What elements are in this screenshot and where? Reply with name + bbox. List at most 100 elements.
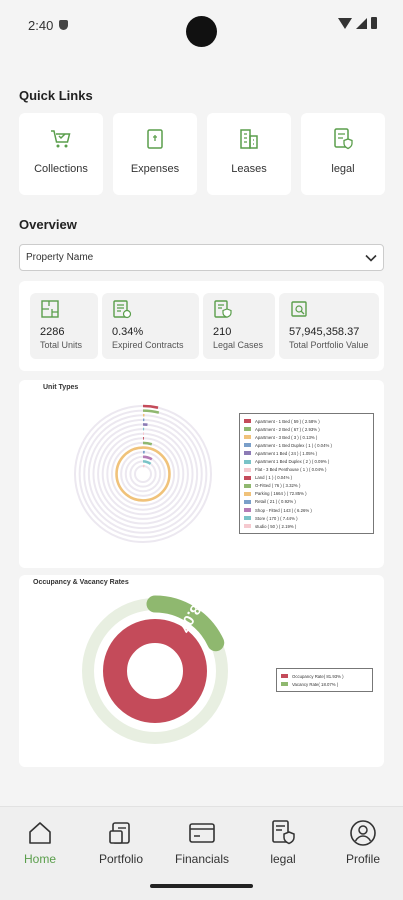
legend-swatch (244, 435, 251, 440)
legend-item: Apartment 1 Bed Duplex ( 2 ) ( 0.09% ) (244, 457, 369, 465)
unit-track (120, 451, 166, 497)
overview-title: Overview (19, 217, 77, 232)
quick-link-label: Expenses (130, 163, 180, 175)
quick-link-label: Collections (34, 163, 88, 175)
legend-label: Apartment - 2 Bed ( 67 ) ( 2.93% ) (255, 426, 320, 432)
unit-type-bar[interactable] (142, 404, 159, 409)
nav-label: legal (270, 852, 296, 866)
legend-swatch (244, 499, 251, 504)
portfolio-value-icon (291, 301, 307, 317)
quick-link-leases[interactable]: Leases (207, 113, 291, 195)
nav-label: Portfolio (98, 852, 144, 866)
legend-label: Land ( 1 ) ( 0.04% ) (255, 475, 293, 481)
nav-item-financials[interactable]: Financials (162, 819, 242, 866)
legend-swatch (281, 682, 288, 687)
legend-item: O-Fitted ( 76 ) ( 3.32% ) (244, 482, 369, 490)
stat-label: Expired Contracts (112, 340, 184, 350)
legend-label: Apartment 1 Bed Duplex ( 2 ) ( 0.09% ) (255, 459, 330, 465)
property-select-value: Property Name (26, 252, 94, 263)
legend-item: Apartment - 1 Bed ( 59 ) ( 2.58% ) (244, 417, 369, 425)
status-icons (338, 17, 377, 29)
nav-label: Home (23, 852, 56, 866)
building-icon (240, 129, 258, 149)
legend-label: Apartment - 3 Bed ( 3 ) ( 0.13% ) (255, 434, 318, 440)
legend-item: Vacancy Rate( 18.07% ) (281, 680, 368, 688)
overview-stats-card: 2286 Total Units 0.34% Expired Contracts… (19, 281, 384, 371)
occupancy-value-label: 81.93 (130, 645, 174, 696)
quick-link-label: Leases (231, 163, 267, 175)
legend-label: Apartment - 1 Bed Duplex ( 1 ) ( 0.04% ) (255, 442, 332, 448)
legend-label: Apartment 1 Bed ( 24 ) ( 1.05% ) (255, 450, 318, 456)
home-icon (29, 822, 51, 844)
unit-type-bar[interactable] (142, 455, 153, 461)
unit-type-bar[interactable] (142, 409, 160, 414)
status-bar: 2:40 (0, 0, 403, 50)
occupancy-legend: Occupancy Rate( 81.93% ) Vacancy Rate( 18… (276, 668, 373, 693)
unit-track (74, 405, 212, 543)
unit-track (106, 437, 180, 511)
unit-track (87, 418, 199, 530)
camera-cutout (186, 16, 217, 47)
quick-links-title: Quick Links (19, 88, 93, 103)
legend-swatch (281, 674, 288, 679)
legend-item: Land ( 1 ) ( 0.04% ) (244, 474, 369, 482)
legend-label: Vacancy Rate( 18.07% ) (292, 681, 339, 687)
legend-label: Parking ( 1664 ) ( 72.85% ) (255, 491, 307, 497)
legend-label: studio ( 50 ) ( 2.19% ) (255, 523, 297, 529)
legend-item: Apartment - 1 Bed Duplex ( 1 ) ( 0.04% ) (244, 441, 369, 449)
nav-label: Profile (345, 852, 380, 866)
legend-swatch (244, 524, 251, 529)
nav-item-profile[interactable]: Profile (323, 819, 403, 866)
quick-link-collections[interactable]: Collections (19, 113, 103, 195)
legend-item: Apartment - 3 Bed ( 3 ) ( 0.13% ) (244, 433, 369, 441)
legend-label: Apartment - 1 Bed ( 59 ) ( 2.58% ) (255, 418, 320, 424)
cart-icon (51, 130, 71, 148)
occupancy-card: Occupancy & Vacancy Rates 18.07 81.93 Occ… (19, 575, 384, 767)
legend-label: Occupancy Rate( 81.93% ) (292, 673, 344, 679)
legend-swatch (244, 427, 251, 432)
nav-item-legal[interactable]: legal (243, 819, 323, 866)
legend-item: Parking ( 1664 ) ( 72.85% ) (244, 490, 369, 498)
nav-item-home[interactable]: Home (0, 819, 80, 866)
occupancy-slice[interactable] (103, 619, 207, 723)
legend-swatch (244, 451, 251, 456)
property-select[interactable]: Property Name (19, 244, 384, 271)
chevron-down-icon (365, 254, 377, 262)
legend-item: Occupancy Rate( 81.93% ) (281, 672, 368, 680)
unit-type-bar[interactable] (142, 460, 152, 465)
legend-swatch (244, 459, 251, 464)
legend-item: Retail ( 21 ) ( 0.92% ) (244, 498, 369, 506)
unit-type-bar[interactable] (142, 441, 153, 446)
unit-types-chart (74, 404, 212, 543)
credit-card-icon (189, 823, 215, 843)
stat-legal-cases[interactable]: 210 Legal Cases (203, 293, 275, 359)
legend-item: Store ( 170 ) ( 7.44% ) (244, 514, 369, 522)
quick-link-legal[interactable]: legal (301, 113, 385, 195)
stat-value: 210 (213, 326, 232, 338)
wifi-icon (338, 17, 352, 29)
legend-swatch (244, 467, 251, 472)
stat-total-units[interactable]: 2286 Total Units (30, 293, 98, 359)
profile-icon (350, 820, 376, 846)
stat-label: Total Units (40, 340, 83, 350)
legend-swatch (244, 508, 251, 513)
receipt-icon (147, 129, 163, 149)
nav-item-portfolio[interactable]: Portfolio (81, 819, 161, 866)
status-time: 2:40 (28, 17, 54, 33)
unit-types-legend: Apartment - 1 Bed ( 59 ) ( 2.58% ) Apartm… (239, 413, 374, 535)
vacancy-slice[interactable] (146, 595, 225, 652)
stat-total-portfolio-value[interactable]: 57,945,358.37 Total Portfolio Value (279, 293, 379, 359)
unit-type-bar[interactable] (115, 446, 171, 502)
unit-track (92, 423, 194, 525)
nav-label: Financials (174, 852, 230, 866)
signal-icon (356, 17, 367, 29)
unit-types-title: Unit Types (43, 384, 79, 391)
legend-item: Flat - 3 Bed Penthouse ( 1 ) ( 0.04% ) (244, 466, 369, 474)
stat-label: Legal Cases (213, 340, 264, 350)
legend-item: studio ( 50 ) ( 2.19% ) (244, 522, 369, 530)
stat-expired-contracts[interactable]: 0.34% Expired Contracts (102, 293, 199, 359)
home-indicator (150, 884, 253, 888)
stat-label: Total Portfolio Value (289, 340, 369, 350)
portfolio-icon (109, 822, 130, 844)
quick-link-expenses[interactable]: Expenses (113, 113, 197, 195)
